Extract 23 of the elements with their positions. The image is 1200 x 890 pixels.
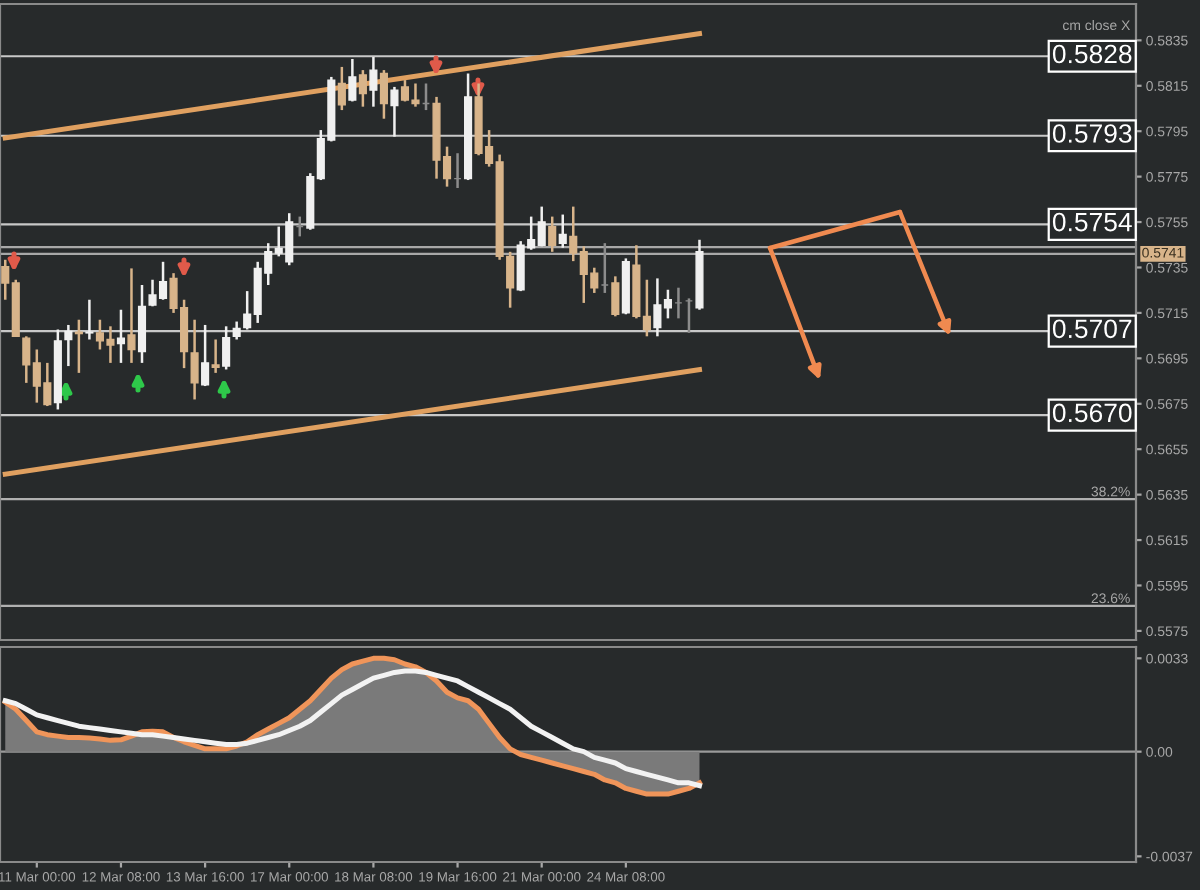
candlestick <box>358 68 367 108</box>
candlestick <box>127 267 136 365</box>
candlestick <box>137 283 147 365</box>
ref-line-label: 0.5828 <box>1052 44 1132 64</box>
ref-line-label: 0.5707 <box>1052 319 1132 339</box>
candlestick <box>390 85 399 138</box>
candlestick <box>201 323 210 388</box>
candlestick <box>85 298 94 341</box>
ref-line-label: 0.5754 <box>1052 212 1132 232</box>
candlestick <box>548 215 557 254</box>
candlestick <box>369 55 378 108</box>
candlestick <box>348 57 357 103</box>
candlestick <box>64 323 73 368</box>
candlestick <box>190 318 199 401</box>
candlestick <box>116 308 126 365</box>
candlestick <box>211 338 220 375</box>
candlestick <box>558 213 567 249</box>
ref-line-label: 0.5793 <box>1052 124 1132 143</box>
candlestick <box>379 68 388 120</box>
ref-line-label: 0.5670 <box>1052 403 1132 423</box>
candlestick <box>611 275 620 318</box>
candlestick <box>222 325 231 371</box>
candlestick <box>337 65 346 112</box>
